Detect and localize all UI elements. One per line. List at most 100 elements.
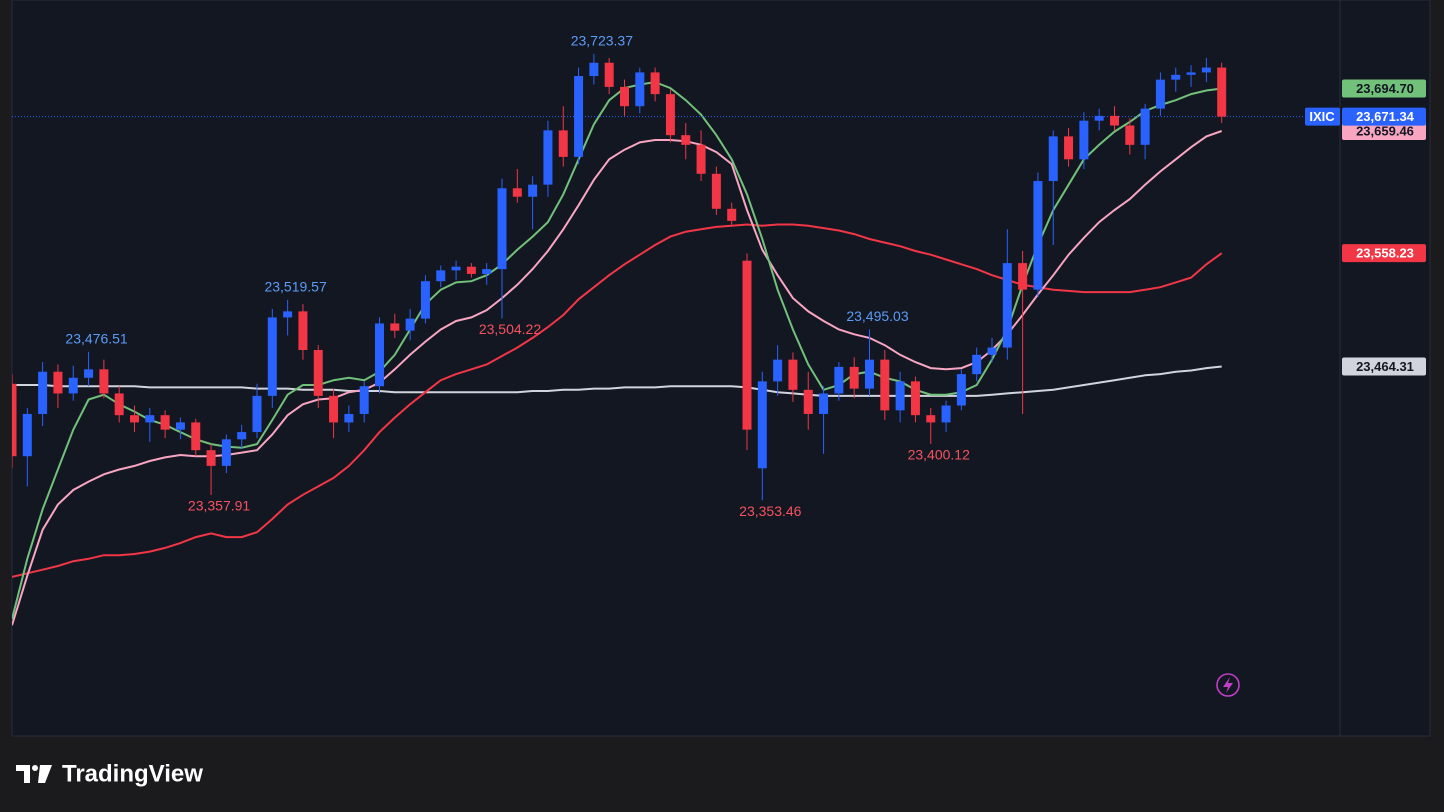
candle-body xyxy=(283,311,293,318)
flash-icon[interactable] xyxy=(1216,673,1240,697)
candle-body xyxy=(53,371,63,394)
ma-line xyxy=(12,365,1222,397)
candle-body xyxy=(834,366,844,394)
candle-body xyxy=(1155,79,1165,109)
candle-body xyxy=(880,359,890,411)
price-badge-label: 23,464.31 xyxy=(1356,359,1414,374)
candle-body xyxy=(635,72,645,107)
candle-body xyxy=(773,359,783,382)
candle-body xyxy=(145,415,155,423)
candle-body xyxy=(819,393,829,414)
candle-body xyxy=(972,354,982,375)
candle-body xyxy=(956,374,966,406)
candle-body xyxy=(803,389,813,414)
candle-body xyxy=(742,260,752,430)
candle-body xyxy=(38,371,48,414)
candle-body xyxy=(99,369,109,394)
extreme-label: 23,353.46 xyxy=(739,503,801,519)
candle-body xyxy=(1079,120,1089,160)
candle-body xyxy=(298,311,308,350)
candle-body xyxy=(114,393,124,416)
candle-body xyxy=(941,405,951,423)
extreme-label: 23,504.22 xyxy=(479,321,541,337)
candle-body xyxy=(206,450,216,466)
candle-body xyxy=(482,269,492,274)
candle-body xyxy=(130,415,139,423)
brand-name: TradingView xyxy=(62,760,203,787)
candle-body xyxy=(512,188,522,197)
candle-body xyxy=(1064,136,1074,160)
candle-body xyxy=(650,72,660,95)
price-badge xyxy=(1342,107,1426,126)
candle-body xyxy=(329,395,339,423)
ma-line xyxy=(12,81,1222,620)
candle-body xyxy=(987,347,997,355)
candle-body xyxy=(910,381,920,416)
candle-body xyxy=(1110,115,1119,126)
price-badge xyxy=(1342,121,1426,140)
price-badge-label: 23,694.70 xyxy=(1356,81,1414,96)
candle-body xyxy=(466,266,476,274)
candle-body xyxy=(22,413,32,457)
candle-body xyxy=(849,366,859,389)
candle-body xyxy=(221,439,231,466)
price-badge-label: 23,671.34 xyxy=(1356,109,1415,124)
plot: 23,476.51 23,357.91 23,519.57 23,504.22 23,7… xyxy=(12,33,1340,626)
candle-body xyxy=(436,270,446,282)
candle-body xyxy=(1033,181,1043,290)
axes: 23,464.31 23,558.23 23,659.46 23,694.70 23,6… xyxy=(1305,79,1426,376)
candle-body xyxy=(788,359,798,390)
candle-body xyxy=(252,395,262,433)
price-badge xyxy=(1342,357,1426,376)
candle-body xyxy=(681,135,691,145)
candle-body xyxy=(1171,74,1181,80)
candle-body xyxy=(313,350,323,396)
extreme-label: 23,723.37 xyxy=(571,33,633,49)
extreme-label: 23,400.12 xyxy=(908,447,970,463)
candle-body xyxy=(344,413,354,423)
candle-body xyxy=(558,130,568,157)
candle-body xyxy=(528,184,538,197)
candle-body xyxy=(589,62,599,77)
candle-body xyxy=(574,76,584,157)
brand-logo xyxy=(16,765,52,783)
candle-body xyxy=(175,422,185,430)
candle-body xyxy=(160,415,170,430)
candle-body xyxy=(1201,67,1211,73)
candle-body xyxy=(757,381,767,469)
candle-body xyxy=(865,359,874,389)
candle-body xyxy=(1048,136,1058,182)
candle-body xyxy=(711,173,721,209)
candle-body xyxy=(1186,72,1196,75)
candle-body xyxy=(604,62,614,87)
candle-body xyxy=(696,144,706,174)
candle-body xyxy=(895,381,905,411)
candle-body xyxy=(84,369,94,378)
symbol-tag xyxy=(1305,107,1340,126)
symbol-label: IXIC xyxy=(1309,109,1335,124)
price-badge-label: 23,558.23 xyxy=(1356,246,1414,261)
candle-body xyxy=(68,377,78,394)
candle-body xyxy=(1125,125,1135,145)
candle-body xyxy=(497,188,507,270)
candle-body xyxy=(451,266,461,271)
chart-background xyxy=(11,0,1431,737)
candle-body xyxy=(390,323,400,331)
extreme-label: 23,519.57 xyxy=(264,279,326,295)
candle-body xyxy=(191,422,201,451)
candle-body xyxy=(1217,67,1227,117)
extreme-label: 23,357.91 xyxy=(188,498,250,514)
candle-body xyxy=(543,130,553,185)
candle-body xyxy=(620,86,629,107)
candle-body xyxy=(1018,263,1028,290)
candle-body xyxy=(359,386,369,414)
candle-body xyxy=(267,317,277,396)
candle-body xyxy=(665,94,675,136)
candle-body xyxy=(12,383,17,457)
candle-body xyxy=(375,323,384,387)
candle-body xyxy=(1094,115,1104,121)
extreme-label: 23,495.03 xyxy=(846,308,908,324)
candle-body xyxy=(1002,263,1012,348)
